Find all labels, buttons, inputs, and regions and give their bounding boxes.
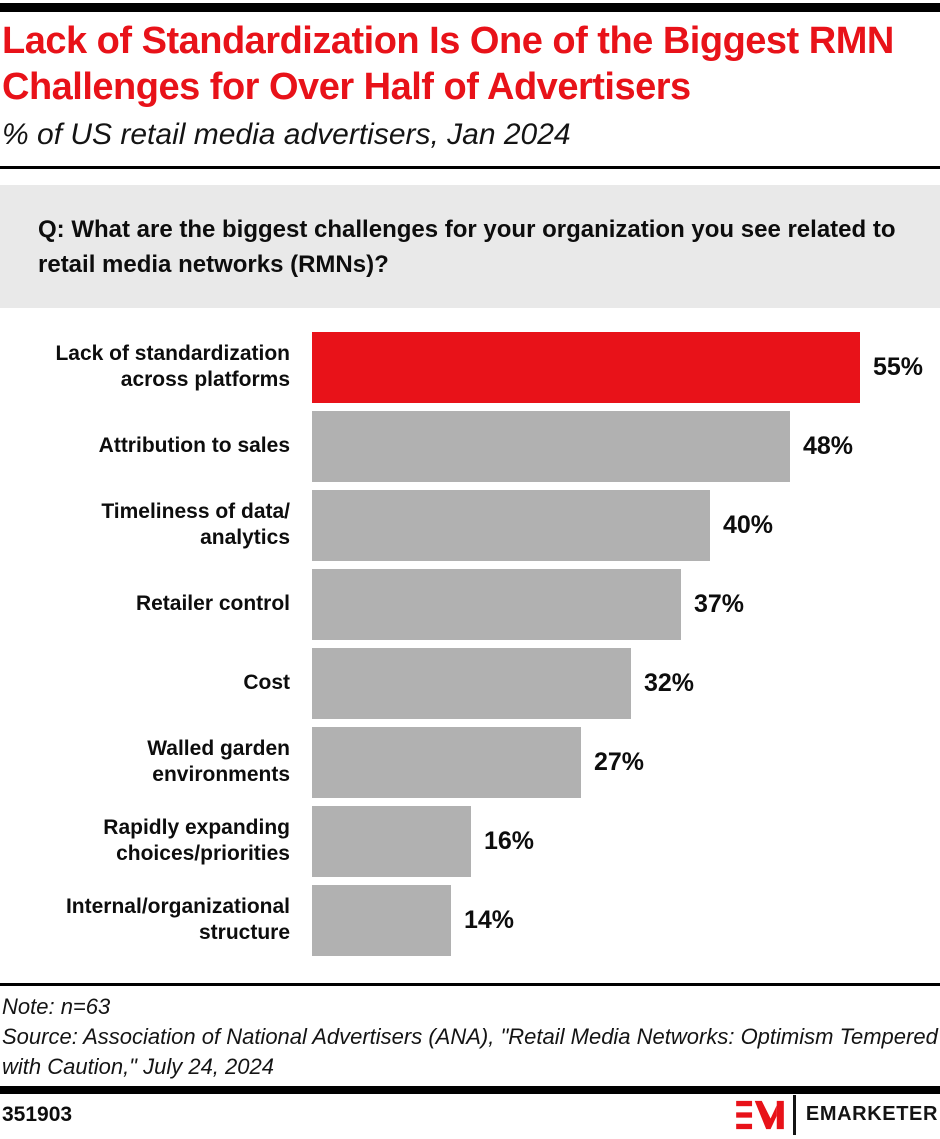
- bar-value-label: 40%: [723, 510, 774, 539]
- note-text: Note: n=63: [2, 993, 111, 1019]
- bar-row: Lack of standardization across platforms…: [0, 331, 940, 403]
- header-divider: [0, 166, 940, 170]
- bar-value-label: 32%: [644, 668, 695, 697]
- emarketer-em-icon: [736, 1100, 784, 1129]
- bar-row: Internal/organizational structure 14%: [0, 884, 940, 956]
- bar-row: Walled garden environments 27%: [0, 726, 940, 798]
- footer-bar: 351903 EMARKETER: [0, 1094, 940, 1135]
- question-box: Q: What are the biggest challenges for y…: [0, 185, 940, 308]
- chart-subtitle: % of US retail media advertisers, Jan 20…: [2, 117, 571, 151]
- bar-label: Lack of standardization across platforms: [55, 342, 290, 392]
- footer-divider: [0, 982, 940, 986]
- bottom-rule: [0, 1085, 940, 1094]
- bar-label: Retailer control: [135, 592, 290, 616]
- bar-row: Rapidly expanding choices/priorities 16%: [0, 805, 940, 877]
- top-rule: [0, 3, 940, 12]
- bar-value-label: 27%: [594, 747, 645, 776]
- bar-internal-organizational-structure: [312, 884, 451, 956]
- bar-retailer-control: [312, 568, 681, 640]
- bar-label: Rapidly expanding choices/priorities: [103, 816, 290, 866]
- bar-value-label: 55%: [873, 352, 924, 381]
- bar-rapidly-expanding-choices: [312, 805, 471, 877]
- bar-value-label: 48%: [803, 431, 854, 460]
- bar-attribution-to-sales: [312, 410, 790, 482]
- emarketer-wordmark: EMARKETER: [805, 1103, 938, 1126]
- bar-cost: [312, 647, 631, 719]
- question-text: Q: What are the biggest challenges for y…: [38, 216, 896, 278]
- bar-row: Retailer control 37%: [0, 568, 940, 640]
- source-text: Source: Association of National Advertis…: [2, 1023, 938, 1080]
- chart-title: Lack of Standardization Is One of the Bi…: [2, 20, 894, 108]
- emarketer-logo: EMARKETER: [736, 1094, 938, 1135]
- bar-value-label: 16%: [484, 826, 535, 855]
- logo-divider: [792, 1094, 796, 1135]
- bar-value-label: 37%: [694, 589, 745, 618]
- bar-value-label: 14%: [464, 905, 515, 934]
- bar-label: Internal/organizational structure: [65, 895, 290, 945]
- bar-row: Timeliness of data/ analytics 40%: [0, 489, 940, 561]
- bar-label: Timeliness of data/ analytics: [101, 500, 290, 550]
- chart-id: 351903: [2, 1102, 73, 1126]
- bar-chart: Lack of standardization across platforms…: [0, 331, 940, 956]
- bar-walled-garden: [312, 726, 581, 798]
- bar-label: Cost: [243, 671, 290, 695]
- bar-label: Attribution to sales: [98, 434, 290, 458]
- bar-row: Attribution to sales 48%: [0, 410, 940, 482]
- bar-timeliness-of-data: [312, 489, 710, 561]
- bar-row: Cost 32%: [0, 647, 940, 719]
- bar-lack-of-standardization: [312, 331, 860, 403]
- footnotes: Note: n=63 Source: Association of Nation…: [0, 992, 940, 1083]
- bar-label: Walled garden environments: [147, 737, 290, 787]
